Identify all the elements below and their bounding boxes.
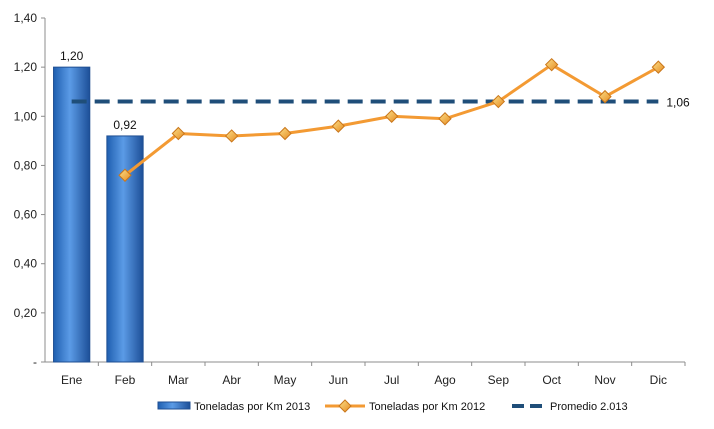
legend-label-average: Promedio 2.013 [550,401,628,413]
line-2012-marker [651,60,666,74]
x-tick-label: Dic [650,373,667,387]
line-2012-marker [224,129,239,143]
bar-data-label: 1,20 [60,49,84,63]
y-tick-label: 1,40 [14,11,38,25]
y-tick-label: - [33,355,37,369]
y-tick-label: 0,40 [14,257,38,271]
line-series-2012 [118,57,666,182]
x-tick-label: Oct [542,373,561,387]
legend: Toneladas por Km 2013 Toneladas por Km 20… [157,399,628,413]
legend-swatch-marker-2012 [338,399,352,413]
line-2012-marker [331,119,346,133]
x-tick-label: Jul [384,373,399,387]
x-tick-label: Ago [434,373,456,387]
y-tick-label: 1,00 [14,109,38,123]
x-tick-label: Abr [222,373,241,387]
bar-series-2013 [53,66,144,363]
bar-data-label: 0,92 [113,118,137,132]
x-tick-label: Sep [488,373,510,387]
line-2012-marker [491,94,506,109]
line-2012-marker [544,57,559,72]
x-tick-label: Mar [168,373,189,387]
data-labels: 1,20 0,92 1,06 [60,49,690,132]
average-data-label: 1,06 [666,96,690,110]
y-tick-label: 0,80 [14,158,38,172]
x-tick-label: Ene [61,373,83,387]
x-tick-label: Nov [594,373,615,387]
x-tick-label: May [274,373,297,387]
chart-axes: - 0,20 0,40 0,60 0,80 1,00 1,20 1,40 Ene Feb Mar Ab… [14,11,686,387]
y-tick-label: 0,20 [14,306,38,320]
line-2012-marker [171,126,186,141]
line-2012-marker [438,112,452,126]
line-2012-marker [384,109,399,123]
line-2012-marker [598,89,612,104]
line-2012-marker [118,168,132,182]
x-tick-label: Feb [115,373,136,387]
legend-label-2012: Toneladas por Km 2012 [369,401,485,413]
bar [53,66,91,363]
line-2012-marker [278,126,292,141]
y-tick-label: 0,60 [14,208,38,222]
legend-label-2013: Toneladas por Km 2013 [194,401,310,413]
y-tick-label: 1,20 [14,60,38,74]
x-tick-label: Jun [329,373,348,387]
legend-swatch-bar-2013 [157,401,191,410]
